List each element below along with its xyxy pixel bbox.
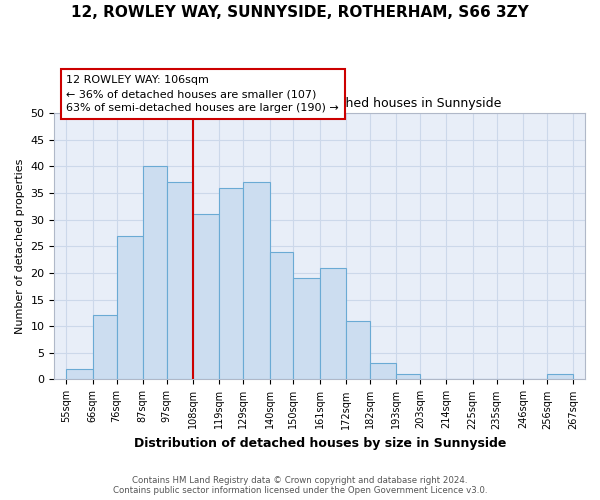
Title: Size of property relative to detached houses in Sunnyside: Size of property relative to detached ho… [139, 98, 501, 110]
Bar [243, 182, 269, 380]
Bar [293, 278, 320, 380]
Bar [396, 374, 420, 380]
Bar [116, 236, 143, 380]
X-axis label: Distribution of detached houses by size in Sunnyside: Distribution of detached houses by size … [134, 437, 506, 450]
Bar [547, 374, 573, 380]
Bar [143, 166, 167, 380]
Bar [67, 369, 92, 380]
Bar [320, 268, 346, 380]
Bar [220, 188, 243, 380]
Text: 12 ROWLEY WAY: 106sqm
← 36% of detached houses are smaller (107)
63% of semi-det: 12 ROWLEY WAY: 106sqm ← 36% of detached … [67, 75, 339, 113]
Text: 12, ROWLEY WAY, SUNNYSIDE, ROTHERHAM, S66 3ZY: 12, ROWLEY WAY, SUNNYSIDE, ROTHERHAM, S6… [71, 5, 529, 20]
Y-axis label: Number of detached properties: Number of detached properties [15, 158, 25, 334]
Bar [370, 364, 396, 380]
Bar [167, 182, 193, 380]
Text: Contains HM Land Registry data © Crown copyright and database right 2024.
Contai: Contains HM Land Registry data © Crown c… [113, 476, 487, 495]
Bar [346, 321, 370, 380]
Bar [269, 252, 293, 380]
Bar [193, 214, 220, 380]
Bar [92, 316, 116, 380]
